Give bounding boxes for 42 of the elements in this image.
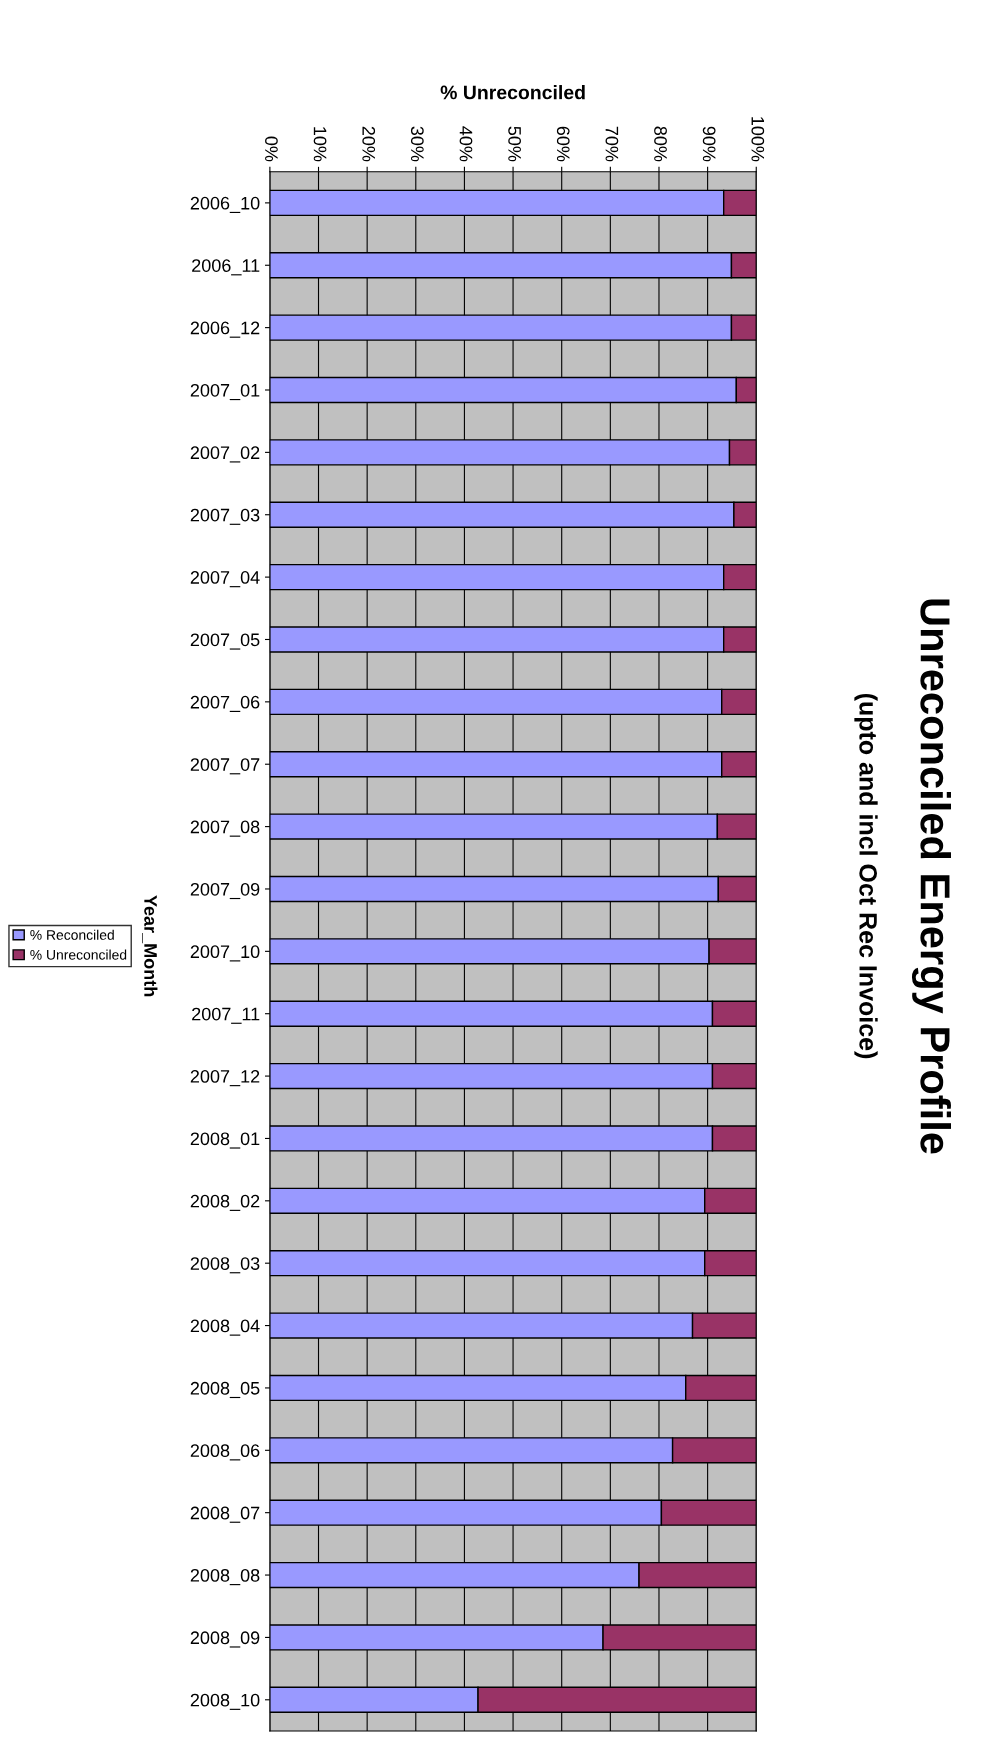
x-tick-label: 10% <box>313 127 327 162</box>
y-tick-label: 2008_05 <box>190 1381 260 1399</box>
x-tick-label: 80% <box>654 126 667 162</box>
y-tick-label: 2007_12 <box>190 1070 260 1087</box>
y-tick-label: 2008_09 <box>190 1631 260 1648</box>
y-tick-label: 2008_03 <box>190 1257 260 1274</box>
y-tick-label: 2008_10 <box>190 1693 260 1710</box>
x-tick-label: 30% <box>410 126 424 162</box>
y-tick-label: 2007_06 <box>190 695 260 712</box>
y-tick-label: 2008_08 <box>190 1568 260 1586</box>
x-tick-label: 70% <box>605 126 619 162</box>
y-tick-label: 2007_04 <box>190 571 260 588</box>
y-tick-label: 2008_02 <box>190 1194 260 1211</box>
x-tick-label: 50% <box>508 126 522 162</box>
y-tick-label: 2007_09 <box>190 882 260 900</box>
x-axis-title: % Unreconciled <box>440 85 585 100</box>
x-tick-label: 90% <box>702 126 716 162</box>
y-tick-label: 2008_07 <box>190 1506 260 1523</box>
y-tick-label: 2007_05 <box>190 633 260 650</box>
y-tick-label: 2007_01 <box>190 383 260 401</box>
text: Unreconciled Energy Profile <box>911 599 951 1154</box>
y-tick-label: 2007_07 <box>190 758 260 775</box>
legend-label: % Reconciled <box>30 929 114 940</box>
x-tick-label: 60% <box>556 126 570 162</box>
y-tick-label: 2008_04 <box>190 1319 260 1336</box>
text: (upto and incl Oct Rec Invoice) <box>854 693 878 1059</box>
y-tick-label: 2007_03 <box>190 508 260 525</box>
y-tick-label: 2008_01 <box>190 1132 260 1149</box>
y-tick-label: 2006_11 <box>192 259 260 276</box>
y-tick-label: 2007_11 <box>192 1007 260 1024</box>
x-tick-label: 100% <box>751 117 765 162</box>
y-tick-label: 2006_10 <box>190 196 260 214</box>
y-tick-label: 2007_02 <box>190 446 260 463</box>
y-tick-label: 2007_08 <box>190 820 260 837</box>
x-tick-label: 0% <box>265 136 278 162</box>
x-tick-label: 20% <box>362 126 376 162</box>
y-tick-label: 2007_10 <box>190 945 260 962</box>
legend-label: % Unreconciled <box>30 949 127 960</box>
x-tick-label: 40% <box>459 126 473 162</box>
y-tick-label: 2008_06 <box>190 1444 260 1461</box>
y-axis-title: Year_Month <box>142 895 158 997</box>
y-tick-label: 2006_12 <box>190 321 260 338</box>
